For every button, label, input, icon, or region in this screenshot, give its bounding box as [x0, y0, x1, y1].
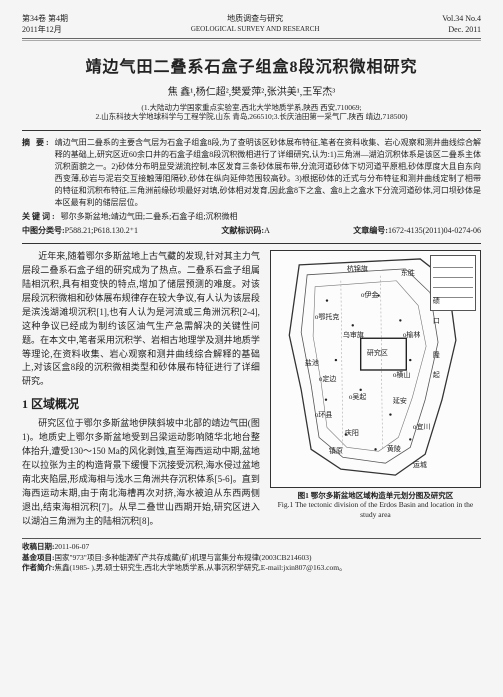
journal-en: GEOLOGICAL SURVEY AND RESEARCH	[68, 25, 442, 34]
paragraph-1: 近年来,随着鄂尔多斯盆地上古气藏的发现,针对其主力气层段二叠系石盒子组的研究成为…	[22, 250, 260, 389]
article-id-label: 文章编号:	[353, 226, 388, 235]
map-label: 杭锦旗	[347, 265, 368, 274]
received-label: 收稿日期:	[22, 542, 55, 551]
map-label: 起	[433, 371, 440, 380]
doc-code: 文献标识码:A	[221, 226, 269, 237]
figure-1-caption-en: Fig.1 The tectonic division of the Erdos…	[270, 500, 481, 519]
pub-month: Dec. 2011	[442, 25, 481, 36]
map-label: 碛	[433, 297, 440, 306]
map-label: 延安	[393, 397, 407, 406]
keywords-label: 关键词:	[22, 211, 57, 223]
map-label: o鄂托克	[315, 313, 340, 322]
map-label: o伊金	[361, 291, 379, 300]
authors: 焦 鑫¹,杨仁超²,樊爱萍²,张洪美¹,王军杰³	[22, 86, 481, 100]
map-label: 研究区	[367, 349, 388, 358]
column-left: 近年来,随着鄂尔多斯盆地上古气藏的发现,针对其主力气层段二叠系石盒子组的研究成为…	[22, 250, 260, 530]
clc: 中图分类号:P588.21;P618.130.2⁺1	[22, 226, 138, 237]
map-label: 运城	[413, 461, 427, 470]
map-label: 口	[433, 317, 440, 326]
hdr-right: Vol.34 No.4 Dec. 2011	[442, 14, 481, 36]
map-label: o定边	[319, 375, 337, 384]
affiliations: (1.大陆动力学国家重点实验室,西北大学地质学系,陕西 西安,710069; 2…	[22, 103, 481, 123]
section-1-heading: 1 区域概况	[22, 395, 260, 414]
footer: 收稿日期:2011-06-07 基金项目:国家"973"项目:多种能源矿产共存成…	[22, 542, 481, 574]
header-rule	[22, 38, 481, 39]
footer-rule	[22, 538, 481, 539]
author-bio-label: 作者简介:	[22, 563, 55, 572]
clc-label: 中图分类号:	[22, 226, 65, 235]
author-bio: 焦鑫(1985- ),男,硕士研究生,西北大学地质学系,从事沉积学研究,E-ma…	[55, 563, 347, 572]
page-header: 第34卷 第4期 2011年12月 地质调查与研究 GEOLOGICAL SUR…	[22, 14, 481, 36]
clc-value: P588.21;P618.130.2⁺1	[65, 226, 138, 235]
paragraph-2: 研究区位于鄂尔多斯盆地伊陕斜坡中北部的靖边气田(图1)。地质史上鄂尔多斯盆地受到…	[22, 417, 260, 529]
map-label: o宜川	[413, 423, 431, 432]
map-label: o榆林	[403, 331, 421, 340]
map-label: 隆	[433, 351, 440, 360]
map-label: 东胜	[401, 269, 415, 278]
abstract-text: 靖边气田二叠系的主要含气层为石盒子组盒8段,为了查明该区砂体展布特征,笔者在资料…	[55, 137, 481, 209]
doc-code-label: 文献标识码:	[221, 226, 264, 235]
doc-code-value: A	[264, 226, 270, 235]
map-label: o环县	[315, 411, 333, 420]
hdr-left: 第34卷 第4期 2011年12月	[22, 14, 68, 36]
fund-label: 基金项目:	[22, 553, 55, 562]
fund-text: 国家"973"项目:多种能源矿产共存成藏(矿)机理与富集分布规律(2003CB2…	[55, 553, 312, 562]
vol-no: Vol.34 No.4	[442, 14, 481, 25]
figure-1-map: 杭锦旗 东胜 o伊金 o鄂托克 碛 口 乌审旗 o榆林 研究区 隆 起 o横山 …	[270, 250, 481, 488]
hdr-center: 地质调查与研究 GEOLOGICAL SURVEY AND RESEARCH	[68, 14, 442, 36]
article-title: 靖边气田二叠系石盒子组盒8段沉积微相研究	[22, 57, 481, 79]
pub-date: 2011年12月	[22, 25, 68, 36]
map-label: o吴起	[349, 393, 367, 402]
map-label: o横山	[393, 371, 411, 380]
journal-cn: 地质调查与研究	[68, 14, 442, 25]
keywords-text: 鄂尔多斯盆地;靖边气田;二叠系;石盒子组;沉积微相	[61, 211, 238, 223]
figure-1-caption-cn: 图1 鄂尔多斯盆地区域构造单元划分图及研究区	[270, 491, 481, 500]
header-rule-2	[22, 40, 481, 41]
map-label: 盐池	[305, 359, 319, 368]
map-label: 黄陵	[387, 445, 401, 454]
vol-issue: 第34卷 第4期	[22, 14, 68, 25]
article-id: 文章编号:1672-4135(2011)04-0274-06	[353, 226, 481, 237]
body-columns: 近年来,随着鄂尔多斯盆地上古气藏的发现,针对其主力气层段二叠系石盒子组的研究成为…	[22, 250, 481, 530]
map-label: 镇原	[329, 447, 343, 456]
received-date: 2011-06-07	[55, 542, 90, 551]
abstract-label: 摘 要:	[22, 137, 51, 209]
classification-row: 中图分类号:P588.21;P618.130.2⁺1 文献标识码:A 文章编号:…	[22, 226, 481, 237]
map-label: 庆阳	[345, 429, 359, 438]
abstract-box: 摘 要: 靖边气田二叠系的主要含气层为石盒子组盒8段,为了查明该区砂体展布特征,…	[22, 130, 481, 244]
map-label: 乌审旗	[343, 331, 364, 340]
figure-1-caption: 图1 鄂尔多斯盆地区域构造单元划分图及研究区 Fig.1 The tectoni…	[270, 491, 481, 519]
article-id-value: 1672-4135(2011)04-0274-06	[388, 226, 481, 235]
column-right: 杭锦旗 东胜 o伊金 o鄂托克 碛 口 乌审旗 o榆林 研究区 隆 起 o横山 …	[270, 250, 481, 530]
